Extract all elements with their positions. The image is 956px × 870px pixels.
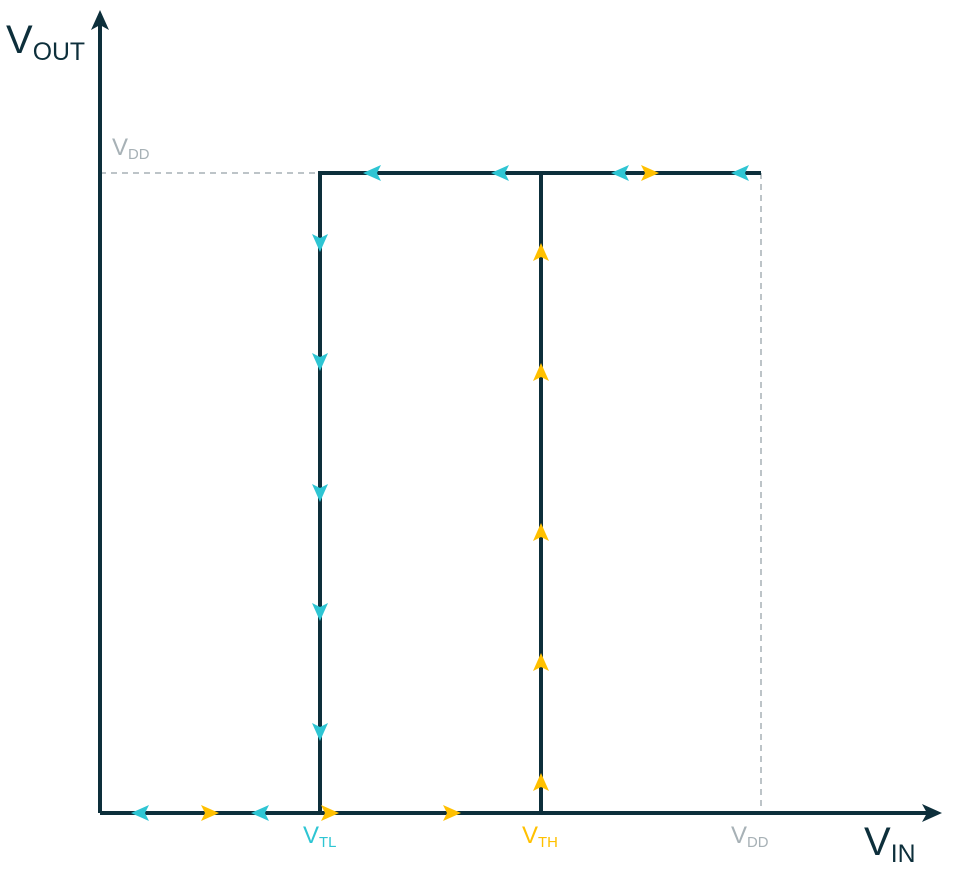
y-axis-label: VOUT <box>6 18 86 66</box>
cyan-arrow-down <box>312 484 328 502</box>
cyan-arrow-left <box>363 165 381 181</box>
yellow-arrow-right <box>201 805 219 821</box>
yellow-arrow-up <box>533 773 549 791</box>
cyan-arrow-left <box>611 165 629 181</box>
vdd-x-label: VDD <box>731 822 769 852</box>
cyan-arrow-down <box>312 723 328 741</box>
x-axis-label: VIN <box>864 820 916 868</box>
yellow-arrow-right <box>641 165 659 181</box>
yellow-arrow-right <box>321 805 339 821</box>
direction-arrows <box>131 165 749 821</box>
vdd-y-label: VDD <box>112 134 150 164</box>
x-axis-arrowhead <box>922 804 942 822</box>
cyan-arrow-left <box>131 805 149 821</box>
yellow-arrow-up <box>533 523 549 541</box>
yellow-arrow-up <box>533 243 549 261</box>
cyan-arrow-down <box>312 603 328 621</box>
vtl-label: VTL <box>303 822 337 852</box>
vth-label: VTH <box>522 822 558 852</box>
cyan-arrow-left <box>251 805 269 821</box>
cyan-arrow-left <box>731 165 749 181</box>
cyan-arrow-down <box>312 234 328 252</box>
yellow-arrow-up <box>533 653 549 671</box>
yellow-arrow-up <box>533 363 549 381</box>
cyan-arrow-down <box>312 353 328 371</box>
cyan-arrow-left <box>491 165 509 181</box>
y-axis-arrowhead <box>91 10 109 30</box>
yellow-arrow-right <box>443 805 461 821</box>
